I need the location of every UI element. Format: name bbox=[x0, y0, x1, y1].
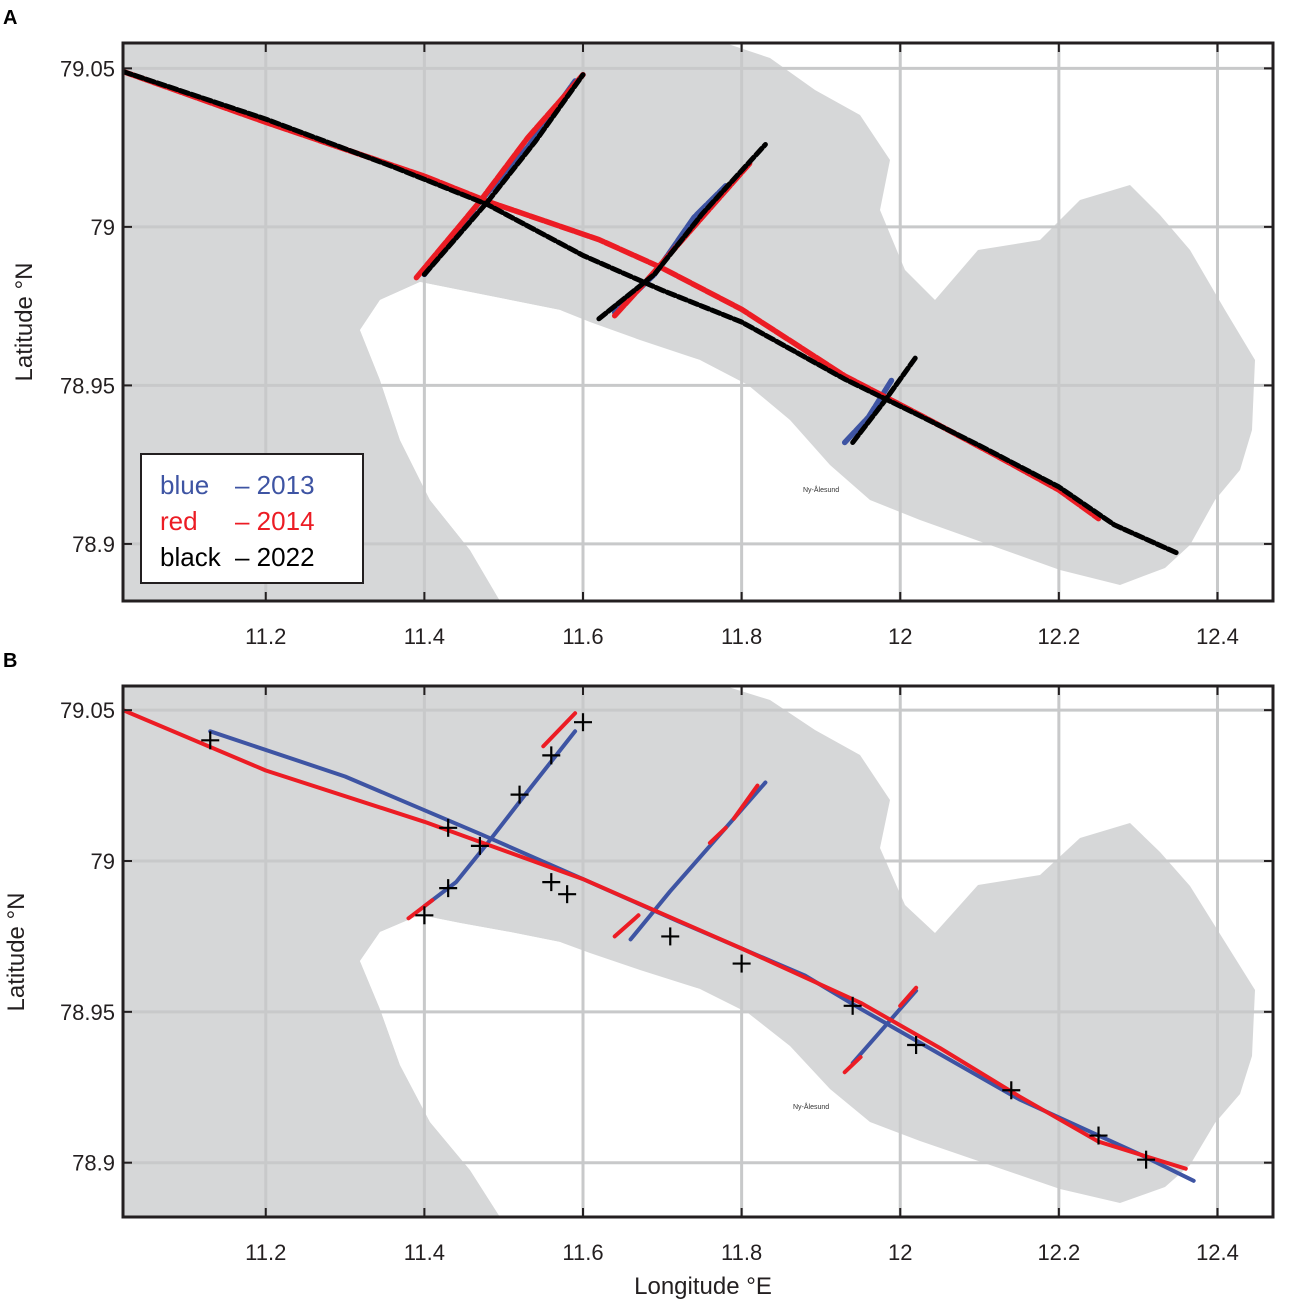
y-tick-label: 78.95 bbox=[60, 373, 115, 398]
series-2014 bbox=[123, 708, 1188, 1171]
station-marker bbox=[843, 996, 862, 1015]
station-marker bbox=[510, 785, 529, 804]
y-tick-label: 79 bbox=[91, 849, 115, 874]
legend-word-red: red bbox=[160, 506, 198, 536]
ticks-a: 11.2 11.4 11.6 11.8 12 12.2 12.4 78.9 78.95 79 79.… bbox=[60, 43, 1273, 649]
legend-box bbox=[140, 453, 364, 584]
sea-a bbox=[360, 282, 820, 601]
panel-letter-b: B bbox=[3, 650, 17, 672]
station-marker bbox=[542, 746, 561, 765]
legend-year-2022: – 2022 bbox=[235, 542, 315, 572]
data-layer-b bbox=[123, 708, 1196, 1183]
ticks-b: 11.2 11.4 11.6 11.8 12 12.2 12.4 78.9 78.95 79 79.… bbox=[60, 686, 1273, 1265]
series-line-2014 bbox=[612, 913, 641, 939]
station-marker bbox=[201, 731, 220, 750]
legend-year-2013: – 2013 bbox=[235, 470, 315, 500]
land-shading-a bbox=[123, 43, 1255, 601]
frame-a bbox=[121, 41, 1275, 603]
x-tick-label: 11.2 bbox=[245, 1240, 286, 1265]
station-marker bbox=[470, 836, 489, 855]
series-2022 bbox=[123, 69, 1181, 556]
x-tick-label: 11.2 bbox=[245, 624, 286, 649]
place-label-a: Ny-Ålesund bbox=[803, 485, 839, 494]
station-marker bbox=[439, 818, 458, 837]
station-marker bbox=[661, 927, 680, 946]
y-axis-title-b: Latitude °N bbox=[3, 892, 30, 1011]
x-tick-label: 11.8 bbox=[721, 1240, 762, 1265]
map-background-b bbox=[123, 686, 1255, 1217]
series-line-2022 bbox=[421, 72, 586, 277]
series-line-2014 bbox=[898, 985, 919, 1008]
x-tick-label: 11.4 bbox=[404, 1240, 445, 1265]
grid-b bbox=[123, 686, 1273, 1217]
y-tick-label: 78.9 bbox=[72, 1151, 115, 1176]
y-tick-label: 79 bbox=[91, 215, 115, 240]
series-line-2014 bbox=[842, 1055, 863, 1075]
legend-word-blue: blue bbox=[160, 470, 209, 500]
series-line-2014 bbox=[707, 825, 728, 845]
station-markers bbox=[201, 713, 1156, 1169]
panel-b: B Ny-Ålesund 11.2 11.4 11.6 11.8 12 12.2 12.4 7… bbox=[3, 650, 1275, 1300]
series-line-2013 bbox=[841, 376, 896, 446]
frame-b bbox=[121, 684, 1275, 1219]
series-line-2014 bbox=[406, 898, 435, 921]
legend-year-2014: – 2014 bbox=[235, 506, 315, 536]
data-layer-a bbox=[123, 68, 1181, 556]
panel-a: A Ny-Ålesund 11.2 11.4 11.6 11.8 12 12.2 12.4 7… bbox=[3, 7, 1275, 649]
x-tick-label: 12.4 bbox=[1196, 1240, 1239, 1265]
station-marker bbox=[1089, 1126, 1108, 1145]
series-line-2014 bbox=[731, 783, 760, 821]
x-tick-label: 12.2 bbox=[1037, 1240, 1080, 1265]
y-tick-label: 78.9 bbox=[72, 532, 115, 557]
x-tick-label: 12.4 bbox=[1196, 624, 1239, 649]
series-line-2014 bbox=[413, 71, 586, 281]
series-line-2014 bbox=[541, 711, 578, 749]
station-marker bbox=[558, 885, 577, 904]
series-line-2022 bbox=[596, 142, 768, 322]
panel-letter-a: A bbox=[3, 7, 17, 29]
station-marker bbox=[574, 713, 592, 732]
legend-a: blue – 2013 red – 2014 black – 2022 bbox=[140, 453, 364, 584]
x-tick-label: 12.2 bbox=[1037, 624, 1080, 649]
station-marker bbox=[415, 906, 434, 925]
x-tick-label: 11.6 bbox=[562, 1240, 603, 1265]
x-tick-label: 11.4 bbox=[404, 624, 445, 649]
x-tick-label: 12 bbox=[888, 1240, 912, 1265]
legend-word-black: black bbox=[160, 542, 222, 572]
station-marker bbox=[1002, 1081, 1021, 1100]
x-axis-title-b: Longitude °E bbox=[634, 1273, 772, 1300]
x-tick-label: 11.8 bbox=[721, 624, 762, 649]
series-line-2022 bbox=[123, 69, 1181, 556]
station-marker bbox=[542, 873, 561, 892]
y-tick-label: 79.05 bbox=[60, 56, 115, 81]
map-background-a bbox=[123, 43, 1255, 601]
station-marker bbox=[732, 954, 751, 973]
x-tick-label: 12 bbox=[888, 624, 912, 649]
place-label-b: Ny-Ålesund bbox=[793, 1102, 829, 1111]
y-axis-title-a: Latitude °N bbox=[11, 262, 38, 381]
station-marker bbox=[907, 1036, 926, 1055]
land-shading-b bbox=[123, 686, 1255, 1217]
sea-b bbox=[360, 915, 820, 1217]
y-tick-label: 79.05 bbox=[60, 698, 115, 723]
series-line-2022 bbox=[850, 354, 919, 445]
y-tick-label: 78.95 bbox=[60, 1000, 115, 1025]
station-marker bbox=[439, 879, 458, 898]
x-tick-label: 11.6 bbox=[562, 624, 603, 649]
series-line-2013 bbox=[850, 988, 919, 1066]
station-marker bbox=[1137, 1150, 1156, 1169]
series-line-2014 bbox=[123, 708, 1188, 1171]
